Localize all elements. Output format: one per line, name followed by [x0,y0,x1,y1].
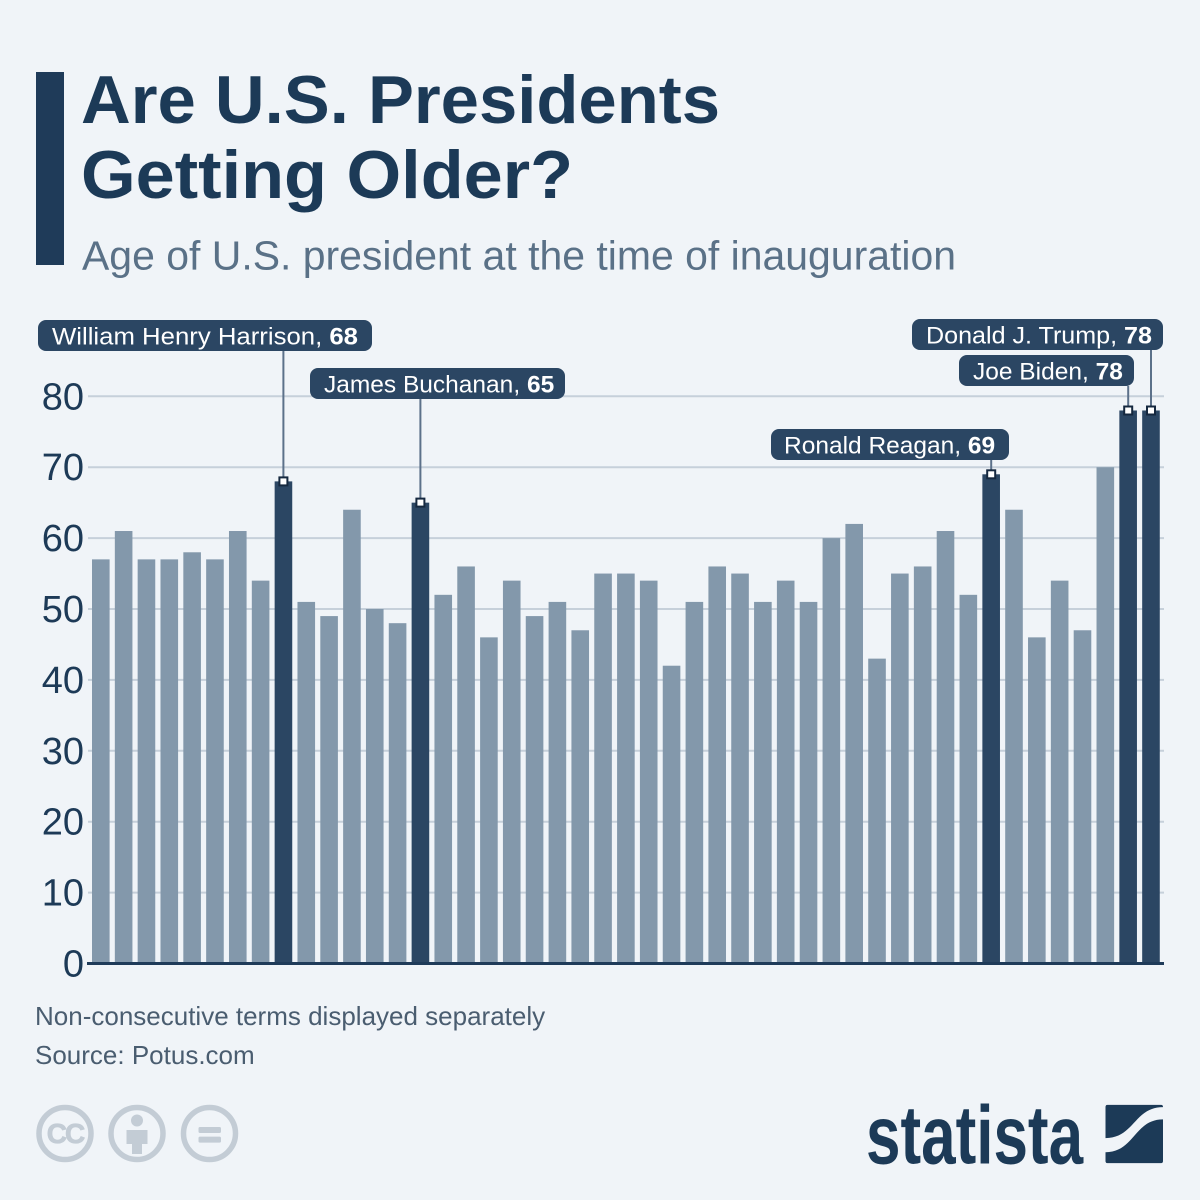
svg-text:30: 30 [42,731,84,773]
svg-text:William Henry Harrison, 68: William Henry Harrison, 68 [52,324,358,351]
svg-text:50: 50 [42,589,84,631]
svg-text:James Buchanan, 65: James Buchanan, 65 [324,372,554,399]
svg-text:10: 10 [42,873,84,915]
svg-text:Age of U.S. president at the t: Age of U.S. president at the time of ina… [82,233,956,279]
svg-text:60: 60 [42,518,84,560]
svg-text:statista: statista [866,1090,1084,1182]
svg-text:0: 0 [63,944,84,986]
svg-text:Getting Older?: Getting Older? [81,137,573,213]
svg-text:Donald J. Trump, 78: Donald J. Trump, 78 [926,323,1152,350]
svg-text:Joe Biden, 78: Joe Biden, 78 [973,359,1123,386]
svg-text:CC: CC [47,1118,85,1149]
svg-text:80: 80 [42,376,84,418]
svg-text:Ronald Reagan, 69: Ronald Reagan, 69 [784,433,995,460]
svg-text:Are U.S. Presidents: Are U.S. Presidents [81,62,720,138]
svg-text:40: 40 [42,660,84,702]
svg-text:20: 20 [42,802,84,844]
svg-text:70: 70 [42,447,84,489]
